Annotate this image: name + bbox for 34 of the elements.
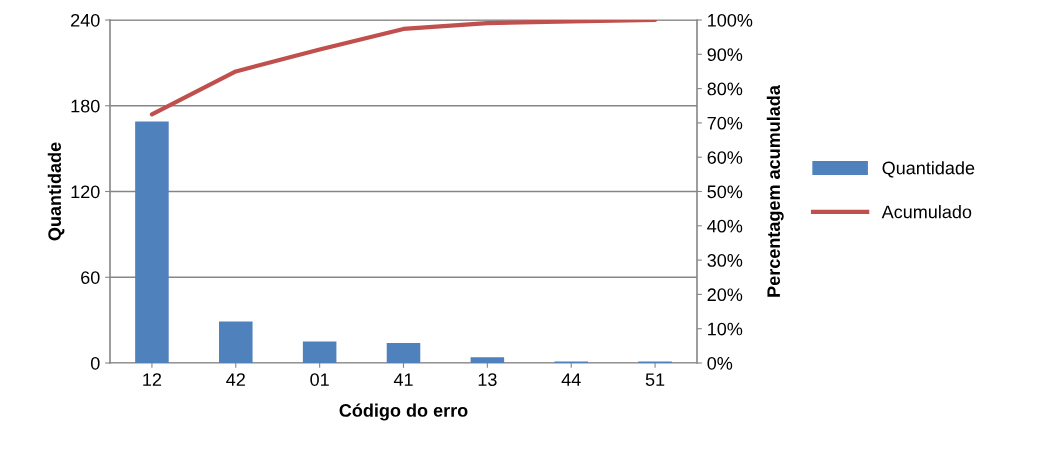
bar	[219, 321, 253, 363]
x-tick-label: 01	[310, 373, 329, 386]
bar	[302, 341, 337, 363]
y2-tick-label: 10%	[708, 322, 743, 336]
x-tick-label: 13	[478, 373, 497, 386]
y2-axis-title: Percentagem acumulada	[766, 85, 784, 297]
x-tick-label: 44	[561, 373, 581, 386]
y2-tick-label: 40%	[707, 219, 743, 233]
x-tick-label: 41	[393, 373, 413, 386]
y2-tick-label: 100%	[708, 13, 753, 27]
y-tick-label: 0	[90, 356, 100, 370]
y2-tick-label: 20%	[707, 288, 743, 302]
x-tick-label: 51	[645, 373, 665, 386]
y2-tick-label: 60%	[707, 151, 743, 164]
y-tick-label: 120	[71, 185, 100, 199]
y2-tick-label: 90%	[707, 48, 743, 62]
y2-tick-label: 80%	[707, 82, 743, 96]
legend-label: Acumulado	[881, 205, 972, 219]
bar	[470, 357, 505, 363]
y2-tick-label: 30%	[707, 254, 743, 267]
legend-label: Quantidade	[882, 161, 975, 178]
y-tick-label: 240	[71, 13, 100, 27]
y2-tick-label: 70%	[707, 116, 743, 130]
bar	[386, 342, 421, 363]
x-tick-label: 42	[226, 373, 245, 386]
x-axis-title: Código do erro	[339, 403, 468, 421]
line-series	[149, 20, 658, 117]
y2-tick-label: 0%	[707, 356, 733, 370]
y-axis-title: Quantidade	[47, 142, 65, 241]
y2-tick-label: 50%	[707, 185, 743, 199]
y-tick-label: 60	[81, 271, 100, 284]
bar	[135, 121, 169, 363]
y-tick-label: 180	[71, 99, 100, 113]
x-tick-label: 12	[143, 373, 162, 386]
